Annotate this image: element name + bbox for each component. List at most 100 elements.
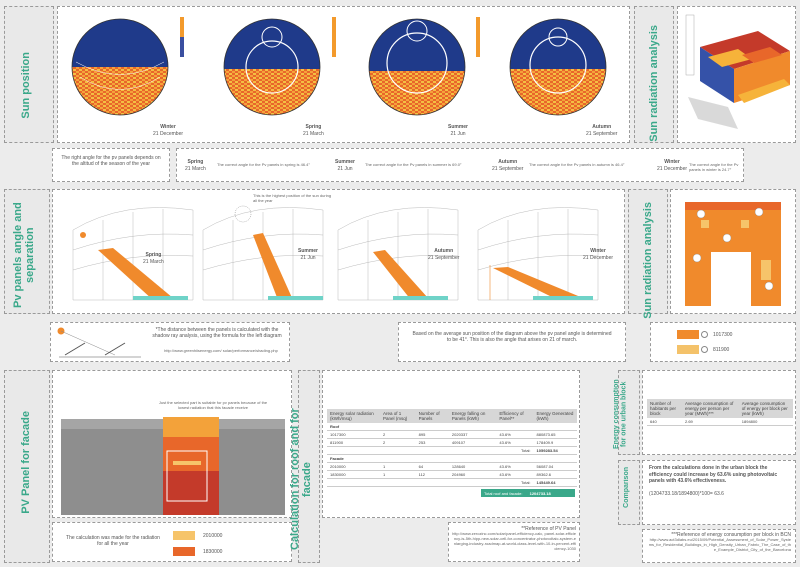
cell: 2.69 <box>681 418 739 426</box>
legend-swatch-811900 <box>677 345 699 354</box>
angle-text-winter: The correct angle for the Pv panels in w… <box>689 162 739 172</box>
pv-angle-label-panel: Pv panels angle and separation <box>4 189 50 314</box>
distance-url[interactable]: http://www.greenhiisenergy.com/ solar/pe… <box>164 348 278 353</box>
pv-angle-title: Pv panels angle and separation <box>12 202 37 309</box>
legend-label-811900: 811900 <box>713 347 730 353</box>
distance-diagram <box>57 327 141 358</box>
grand-total-label: Total roof and facade: <box>484 491 523 496</box>
shadow-autumn <box>337 207 459 301</box>
table-row: 1830000 1 112 204960 43.6% 89362.6 <box>327 470 577 479</box>
calc-label-panel: Calculation for roof and for facade <box>289 370 320 563</box>
pv-reference-title: **Reference of PV Panel <box>521 526 576 532</box>
calc-table: Energy solar radiation (kWh/msq) Area of… <box>327 409 577 487</box>
sun-radiation-mid-label-panel: Sun radiation analysis <box>628 189 668 319</box>
cell: 409107 <box>448 438 497 447</box>
comparison-panel: From the calculations done in the urban … <box>642 460 796 525</box>
sun-chart-summer <box>368 17 480 116</box>
average-angle-text: Based on the average sun position of the… <box>412 331 612 344</box>
pv-reference-url[interactable]: http://www.zerozinc.com/solar/panel-effi… <box>452 531 576 551</box>
legend-swatch-1017300 <box>677 330 699 339</box>
sun-radiation-mid-title: Sun radiation analysis <box>642 202 654 319</box>
sun-position-panel: Winter 21 December Spring 21 March Summer 2… <box>57 6 630 143</box>
calc-header-row: Energy solar radiation (kWh/msq) Area of… <box>327 409 577 423</box>
highest-sun-note: This is the highest position of the sun … <box>253 193 332 203</box>
distance-note-box: *The distance between the panels is calc… <box>50 322 290 362</box>
roof-radiation-panel <box>670 189 796 314</box>
cell: 1830000 <box>327 470 381 479</box>
cell: 811900 <box>327 438 381 447</box>
cell: 880873.65 <box>533 430 577 439</box>
roof-section-label: Roof <box>327 423 577 431</box>
angle-text-autumn: The correct angle for the Pv panels in a… <box>529 162 625 167</box>
facade-legend-label-2010000: 2010000 <box>203 533 223 539</box>
shadow-label-summer: Summer 21 Jun <box>298 248 319 261</box>
sun-chart-spring <box>223 17 336 116</box>
energy-header: Average consumption of energy per person… <box>681 399 739 418</box>
cell: 2 <box>380 438 416 447</box>
cell: 43.6% <box>496 470 534 479</box>
energy-table: Number of habitants per block Average co… <box>647 399 793 426</box>
table-row: 2010000 1 64 128640 43.6% 56087.04 <box>327 462 577 471</box>
cell: 2010000 <box>327 462 381 471</box>
shadow-winter <box>477 207 599 301</box>
bcn-reference-title: ***Reference of energy consumption per b… <box>671 532 791 538</box>
average-angle-box: Based on the average sun position of the… <box>398 322 626 362</box>
sun-chart-label-summer: Summer 21 Jun <box>448 124 469 137</box>
facade-footnote-box: The calculation was made for the radiati… <box>52 522 292 562</box>
facade-total: 145449.64 <box>533 478 577 487</box>
calc-section-row: Facade <box>327 454 577 463</box>
distance-note-text: *The distance between the panels is calc… <box>152 327 282 340</box>
sun-radiation-top-label-panel: Sun radiation analysis <box>634 6 674 143</box>
angles-strip: Spring 21 March The correct angle for the… <box>176 148 744 182</box>
facade-total-label: Total: <box>496 478 534 487</box>
cell: 1 <box>380 470 416 479</box>
energy-header: Number of habitants per block <box>647 399 682 418</box>
sun-radiation-top-title: Sun radiation analysis <box>648 25 660 142</box>
cell: 56087.04 <box>533 462 577 471</box>
legend-circle-icon <box>701 346 708 353</box>
cell: 1 <box>380 462 416 471</box>
calc-header: Energy falling on Panels (kWh) <box>448 409 497 423</box>
calc-section-row: Roof <box>327 423 577 431</box>
grand-total-bar: Total roof and facade: 1204733.18 <box>481 489 575 497</box>
energy-label-panel: Energy consumption for one urban block <box>613 370 640 455</box>
grand-total: 1204733.18 <box>529 491 551 496</box>
facade-note: Just the selected part is suitable for p… <box>158 400 268 410</box>
facade-footnote-text: The calculation was made for the radiati… <box>66 535 160 548</box>
energy-header-row: Number of habitants per block Average co… <box>647 399 793 418</box>
cell: 64 <box>415 462 449 471</box>
pv-facade-panel: Just the selected part is suitable for p… <box>52 370 292 518</box>
cell: 43.6% <box>496 438 534 447</box>
shadow-label-spring: Spring 21 March <box>143 252 164 265</box>
table-row: 811900 2 253 409107 43.6% 178409.9 <box>327 438 577 447</box>
calc-header: Area of 1 Panel (msq) <box>380 409 416 423</box>
table-row: 640 2.69 1894800 <box>647 418 793 426</box>
sun-chart-label-winter: Winter 21 December <box>153 124 184 137</box>
sun-chart-label-autumn: Autumn 21 September <box>586 124 618 137</box>
sun-radiation-top-panel <box>677 6 796 143</box>
facade-legend-label-1830000: 1830000 <box>203 549 223 555</box>
bcn-reference-box: ***Reference of energy consumption per b… <box>642 529 796 563</box>
sun-charts <box>71 17 607 116</box>
cell: 128640 <box>448 462 497 471</box>
cell: 43.6% <box>496 462 534 471</box>
angle-season-summer: Summer 21 Jun <box>335 159 356 172</box>
roof-radiation-map <box>685 202 781 306</box>
comparison-formula: (1204733.18/1894800)*100= 63.6 <box>649 490 724 497</box>
angle-intro-text: The right angle for the pv panels depend… <box>61 155 161 168</box>
angle-season-winter: Winter 21 December <box>657 159 688 172</box>
comparison-text: From the calculations done in the urban … <box>649 465 778 484</box>
cell: 204960 <box>448 470 497 479</box>
cell: 895 <box>415 430 449 439</box>
total-row: Total: 145449.64 <box>327 478 577 487</box>
legend-circle-icon <box>701 331 708 338</box>
shadow-summer <box>202 205 324 301</box>
calc-header: Efficiency of Panel** <box>496 409 534 423</box>
cell: 2 <box>380 430 416 439</box>
pv-angle-panel: This is the highest position of the sun … <box>52 189 625 314</box>
bcn-reference-url[interactable]: http://www.act3dlabs.eu/2015/09/Potentia… <box>648 537 791 552</box>
energy-header: Average consumption of energy per block … <box>738 399 793 418</box>
shadow-label-winter: Winter 21 December <box>583 248 614 261</box>
table-row: 1017300 2 895 2020337 43.6% 880873.65 <box>327 430 577 439</box>
cell: 89362.6 <box>533 470 577 479</box>
